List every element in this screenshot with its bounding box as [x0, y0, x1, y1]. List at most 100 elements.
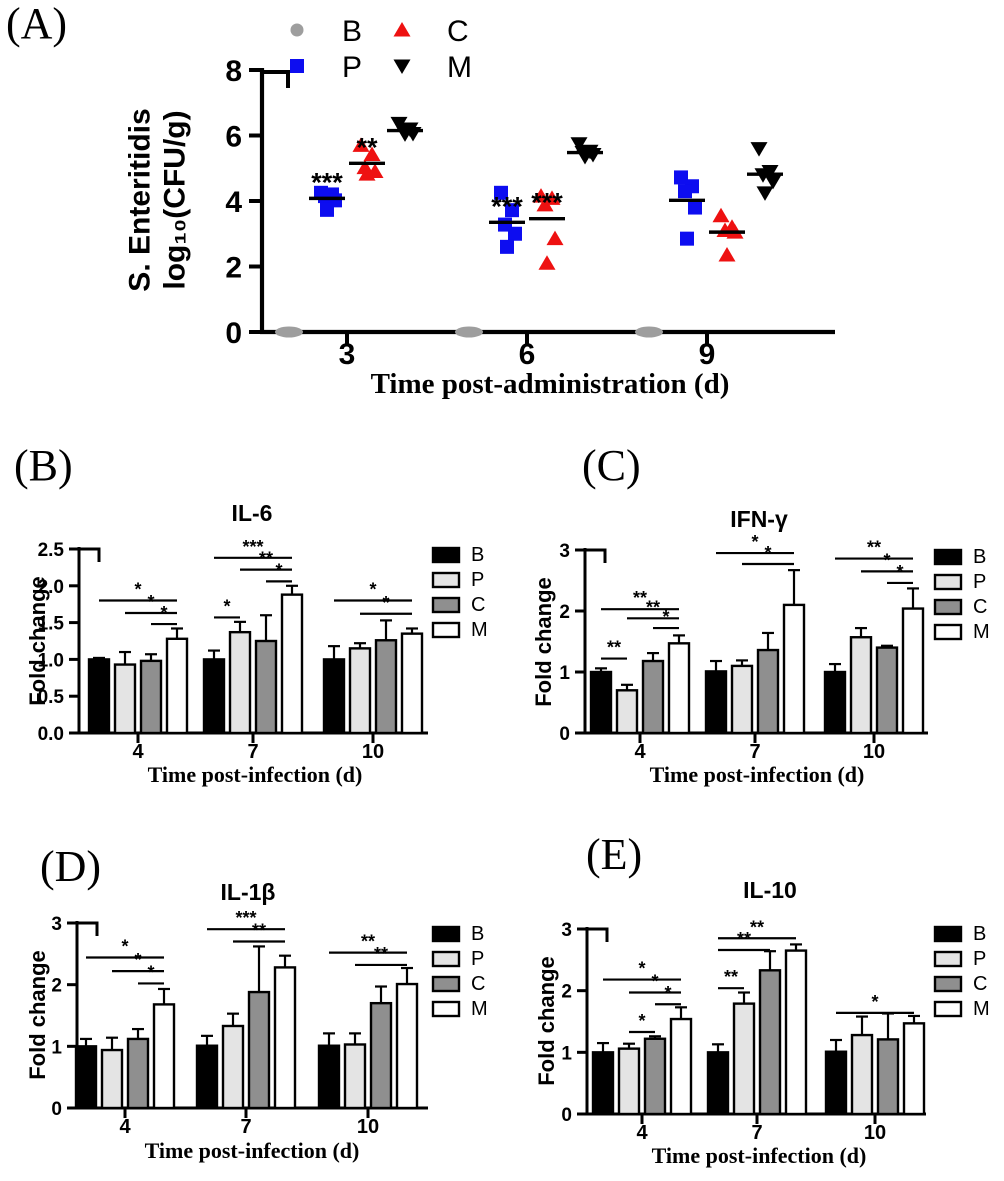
bar-C-10	[875, 646, 899, 735]
bar-M-10	[395, 982, 419, 1110]
point-P	[688, 200, 702, 215]
legend-label-C: C	[973, 596, 987, 618]
point-C	[718, 247, 736, 262]
bar-B-7	[704, 670, 728, 735]
significance-label: **	[724, 967, 738, 987]
legend-label-C: C	[447, 15, 469, 48]
y-tick-label: 3	[51, 914, 62, 935]
x-tick-label: 4	[119, 1116, 131, 1138]
point-cluster-B	[455, 326, 483, 338]
significance-label: *	[751, 532, 758, 552]
y-tick-label: 2.5	[38, 540, 65, 561]
panel-b: (B) IL-6 Fold change Time post-infection…	[0, 440, 502, 802]
point-cluster-B	[275, 326, 303, 338]
y-axis-cap	[79, 547, 101, 562]
y-tick-label: 2	[561, 982, 572, 1003]
point-C	[712, 207, 730, 223]
significance-label: *	[883, 550, 890, 570]
significance-label: **	[607, 638, 621, 658]
x-tick-label: 7	[247, 741, 258, 763]
panel-e-label: (E)	[586, 830, 643, 879]
significance-label: **	[867, 538, 881, 558]
legend-label-P: P	[342, 51, 362, 84]
panel-e: (E) IL-10 Fold change Time post-infectio…	[502, 805, 1004, 1181]
point-cluster-B	[635, 326, 663, 338]
significance-label: *	[147, 962, 154, 982]
significance-label: ***	[491, 191, 523, 221]
bar-B-4	[591, 1051, 615, 1116]
bar-C-7	[756, 648, 780, 735]
panel-d-title: IL-1β	[220, 879, 276, 905]
bar-P-4	[617, 1047, 641, 1116]
significance-label: *	[382, 593, 389, 613]
y-axis-cap	[585, 548, 607, 563]
significance-label: *	[223, 596, 230, 616]
point-C	[546, 230, 564, 246]
significance-label: *	[896, 562, 903, 582]
legend-label-B: B	[973, 923, 986, 945]
legend-marker-P	[290, 59, 304, 73]
significance-label: *	[662, 607, 669, 627]
bar-C-10	[876, 1038, 900, 1116]
significance-label: **	[252, 921, 266, 941]
y-axis-cap	[262, 70, 290, 88]
legend-swatch-M	[933, 1000, 963, 1018]
y-tick-label: 1	[51, 1037, 62, 1058]
y-tick-label: 2	[225, 252, 242, 285]
point-C	[358, 166, 376, 181]
bar-B-10	[823, 670, 847, 735]
significance-label: **	[356, 132, 378, 162]
legend-marker-C	[393, 22, 411, 37]
y-tick-label: 0	[561, 1105, 572, 1126]
x-tick-label: 3	[339, 338, 356, 371]
bar-C-4	[126, 1037, 150, 1110]
significance-label: **	[259, 549, 273, 569]
legend-label-M: M	[973, 621, 990, 643]
panel-b-title: IL-6	[231, 500, 273, 526]
panel-e-title: IL-10	[743, 877, 797, 903]
panel-d: (D) IL-1β Fold change Time post-infectio…	[0, 805, 502, 1181]
legend-swatch-M	[431, 621, 461, 639]
significance-label: *	[134, 580, 141, 600]
point-C	[352, 137, 370, 152]
bar-B-7	[195, 1044, 219, 1110]
bar-P-4	[100, 1048, 124, 1110]
bar-C-7	[247, 990, 271, 1110]
legend-swatch-B	[933, 548, 963, 566]
bar-M-10	[400, 632, 424, 735]
significance-label: *	[147, 592, 154, 612]
bar-M-10	[902, 1022, 926, 1116]
bar-C-4	[139, 659, 163, 735]
point-M	[764, 174, 782, 190]
legend-swatch-M	[933, 623, 963, 641]
y-tick-label: 2.0	[38, 577, 64, 598]
bar-P-10	[343, 1043, 367, 1110]
x-tick-label: 7	[240, 1116, 251, 1138]
point-C	[536, 196, 554, 212]
legend-marker-M	[393, 59, 411, 74]
bar-P-7	[221, 1024, 245, 1110]
point-M	[756, 186, 774, 201]
x-tick-label: 9	[699, 338, 716, 371]
significance-label: ***	[242, 537, 263, 557]
point-P	[494, 185, 508, 200]
bar-M-7	[784, 949, 808, 1116]
bar-M-10	[901, 607, 925, 735]
y-tick-label: 1	[561, 1043, 572, 1064]
panel-e-x-axis-title: Time post-infection (d)	[651, 1143, 867, 1168]
x-tick-label: 10	[863, 741, 885, 763]
bar-B-4	[87, 658, 111, 735]
y-tick-label: 8	[225, 55, 242, 88]
point-P	[508, 226, 522, 241]
y-tick-label: 0.5	[38, 687, 65, 708]
legend-label-B: B	[471, 544, 484, 566]
significance-label: *	[664, 983, 671, 1003]
significance-label: ***	[235, 908, 256, 928]
panel-c: (C) IFN-γ Fold change Time post-infectio…	[502, 440, 1004, 802]
panel-c-label: (C)	[582, 441, 641, 490]
legend-swatch-P	[431, 571, 461, 589]
legend-swatch-P	[933, 573, 963, 591]
